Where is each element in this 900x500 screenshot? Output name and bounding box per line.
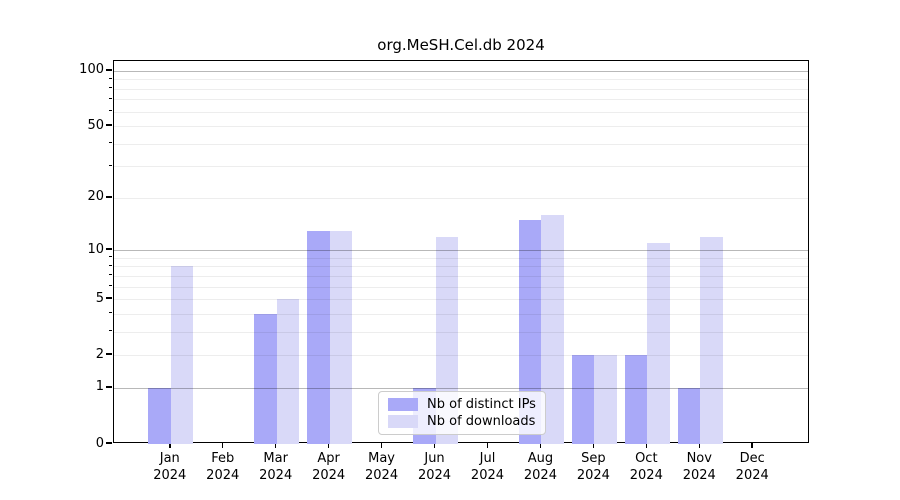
y-tick-label-100: 100 (79, 62, 104, 78)
y-tick-mark-100 (105, 69, 112, 71)
y-minor-tick-mark-8 (108, 264, 112, 266)
major-gridline-100 (114, 70, 808, 72)
minor-gridline-80 (114, 88, 808, 90)
y-minor-tick-mark-20 (108, 196, 112, 198)
bar-distinct-ips-sep-2024 (572, 355, 595, 444)
x-tick-mark-jul-2024 (486, 443, 489, 448)
x-tick-label-jan-2024: Jan 2024 (153, 451, 187, 483)
x-tick-label-jun-2024: Jun 2024 (417, 451, 452, 483)
y-minor-tick-mark-7 (108, 274, 112, 276)
minor-gridline-4 (114, 313, 808, 315)
major-gridline-1 (114, 387, 808, 389)
bar-distinct-ips-mar-2024 (254, 313, 277, 444)
x-tick-label-aug-2024: Aug 2024 (523, 451, 557, 483)
x-tick-mark-nov-2024 (698, 443, 701, 448)
x-tick-mark-feb-2024 (221, 443, 224, 448)
minor-gridline-5 (114, 299, 808, 301)
y-minor-tick-mark-90 (108, 77, 112, 79)
bar-downloads-apr-2024 (329, 230, 352, 444)
bar-distinct-ips-oct-2024 (625, 355, 648, 444)
minor-gridline-9 (114, 257, 808, 259)
legend-item-downloads: Nb of downloads (388, 414, 536, 429)
minor-gridline-70 (114, 99, 808, 101)
y-tick-label-10: 10 (87, 241, 104, 257)
legend-swatch-distinct-ips (388, 398, 418, 411)
y-minor-tick-mark-2 (108, 353, 112, 355)
x-tick-label-oct-2024: Oct 2024 (629, 451, 663, 483)
x-tick-mark-dec-2024 (751, 443, 753, 448)
minor-gridline-90 (114, 79, 808, 81)
legend-label-downloads: Nb of downloads (427, 414, 536, 429)
x-tick-mark-apr-2024 (327, 443, 330, 448)
x-tick-mark-jan-2024 (169, 443, 171, 448)
bar-downloads-mar-2024 (276, 299, 299, 444)
x-tick-label-feb-2024: Feb 2024 (206, 451, 240, 483)
y-tick-mark-0 (105, 442, 112, 444)
chart-title: org.MeSH.Cel.db 2024 (377, 36, 545, 54)
y-minor-tick-mark-60 (108, 110, 112, 112)
y-tick-label-1: 1 (95, 379, 104, 395)
minor-gridline-60 (114, 111, 808, 113)
y-minor-tick-mark-50 (108, 124, 112, 126)
minor-gridline-30 (114, 166, 808, 168)
minor-gridline-3 (114, 331, 808, 333)
bar-downloads-oct-2024 (647, 243, 670, 444)
y-tick-mark-1 (105, 386, 112, 388)
x-tick-label-nov-2024: Nov 2024 (682, 451, 716, 483)
bar-distinct-ips-apr-2024 (307, 230, 330, 444)
plot-area (113, 60, 809, 444)
x-tick-mark-jun-2024 (433, 443, 436, 448)
legend-label-distinct-ips: Nb of distinct IPs (427, 397, 536, 412)
x-tick-label-jul-2024: Jul 2024 (470, 451, 505, 483)
y-minor-tick-mark-6 (108, 285, 112, 287)
minor-gridline-6 (114, 286, 808, 288)
y-minor-tick-mark-80 (108, 87, 112, 89)
minor-gridline-2 (114, 355, 808, 357)
y-tick-label-50: 50 (87, 117, 104, 133)
legend: Nb of distinct IPs Nb of downloads (378, 391, 546, 435)
bar-distinct-ips-nov-2024 (677, 387, 701, 444)
bar-downloads-jan-2024 (170, 266, 194, 444)
x-tick-mark-sep-2024 (592, 443, 595, 448)
y-minor-tick-mark-5 (108, 297, 112, 299)
y-minor-tick-mark-40 (108, 142, 112, 144)
x-tick-label-mar-2024: Mar 2024 (259, 451, 293, 483)
legend-swatch-downloads (388, 415, 418, 428)
y-minor-tick-mark-3 (108, 330, 112, 332)
major-gridline-10 (114, 250, 808, 252)
x-tick-label-may-2024: May 2024 (365, 451, 399, 483)
x-tick-mark-oct-2024 (645, 443, 648, 448)
bar-downloads-sep-2024 (594, 355, 617, 444)
y-tick-mark-10 (105, 248, 112, 250)
minor-gridline-7 (114, 275, 808, 277)
x-tick-label-apr-2024: Apr 2024 (312, 451, 346, 483)
y-minor-tick-mark-4 (108, 312, 112, 314)
x-tick-mark-aug-2024 (539, 443, 542, 448)
y-minor-tick-mark-70 (108, 97, 112, 99)
y-minor-tick-mark-30 (108, 164, 112, 166)
bar-distinct-ips-jan-2024 (148, 387, 171, 444)
bar-distinct-ips-aug-2024 (519, 219, 542, 444)
y-tick-label-0: 0 (95, 435, 104, 451)
bar-downloads-aug-2024 (541, 214, 564, 444)
x-tick-mark-may-2024 (380, 443, 383, 448)
y-tick-label-5: 5 (95, 290, 104, 306)
minor-gridline-40 (114, 143, 808, 145)
minor-gridline-8 (114, 266, 808, 268)
bar-downloads-nov-2024 (700, 236, 723, 444)
y-tick-label-2: 2 (95, 346, 104, 362)
legend-item-distinct-ips: Nb of distinct IPs (388, 397, 536, 412)
minor-gridline-20 (114, 197, 808, 199)
y-minor-tick-mark-9 (108, 256, 112, 258)
x-tick-label-dec-2024: Dec 2024 (735, 451, 769, 483)
x-tick-mark-mar-2024 (274, 443, 277, 448)
minor-gridline-50 (114, 126, 808, 128)
x-tick-label-sep-2024: Sep 2024 (576, 451, 610, 483)
y-tick-label-20: 20 (87, 189, 104, 205)
